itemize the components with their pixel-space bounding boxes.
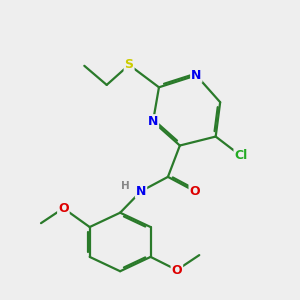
Text: N: N (191, 69, 202, 82)
Text: N: N (136, 185, 146, 198)
Text: O: O (58, 202, 69, 215)
Text: S: S (124, 58, 134, 71)
Text: O: O (172, 263, 182, 277)
Text: O: O (190, 185, 200, 198)
Text: Cl: Cl (235, 149, 248, 163)
Text: H: H (121, 181, 130, 191)
Text: N: N (148, 115, 158, 128)
